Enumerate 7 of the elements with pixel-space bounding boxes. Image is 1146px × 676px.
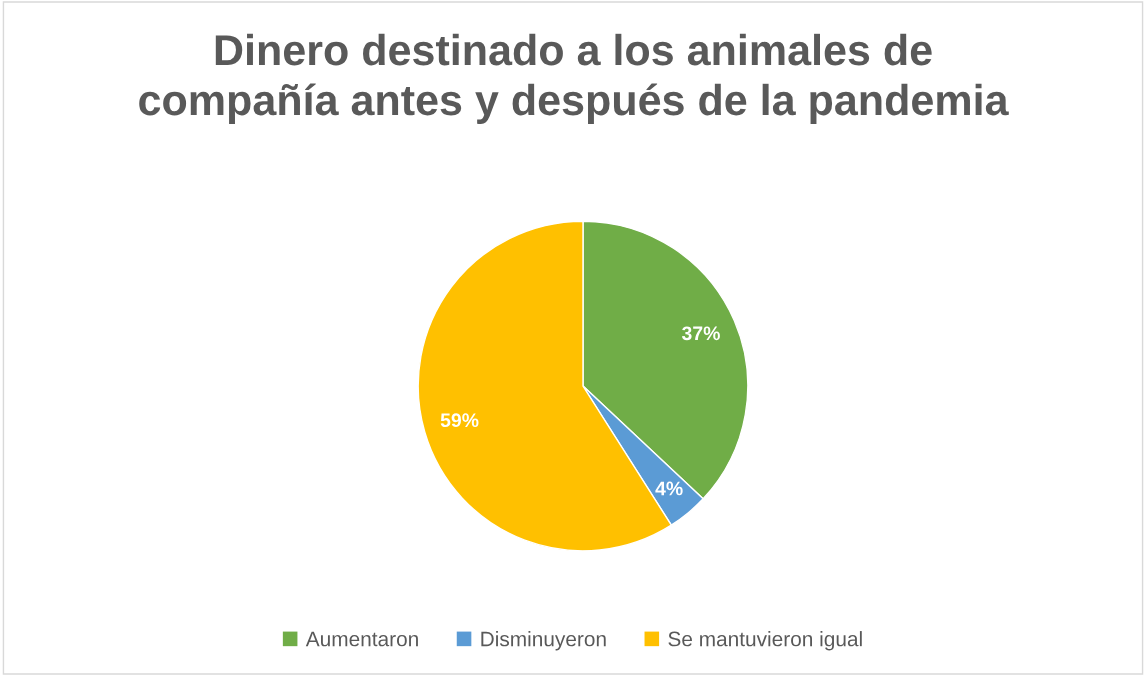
data-label: 59% (440, 413, 479, 428)
data-label: 4% (655, 481, 683, 496)
legend-label: Aumentaron (305, 631, 418, 647)
data-label: 37% (681, 326, 720, 341)
legend-label: Disminuyeron (481, 631, 606, 651)
legend-label: Se mantuvieron igual (668, 631, 862, 651)
chart-title: Dinero destinado a los animales de compañía antes y después de la pandemia (139, 33, 1009, 124)
